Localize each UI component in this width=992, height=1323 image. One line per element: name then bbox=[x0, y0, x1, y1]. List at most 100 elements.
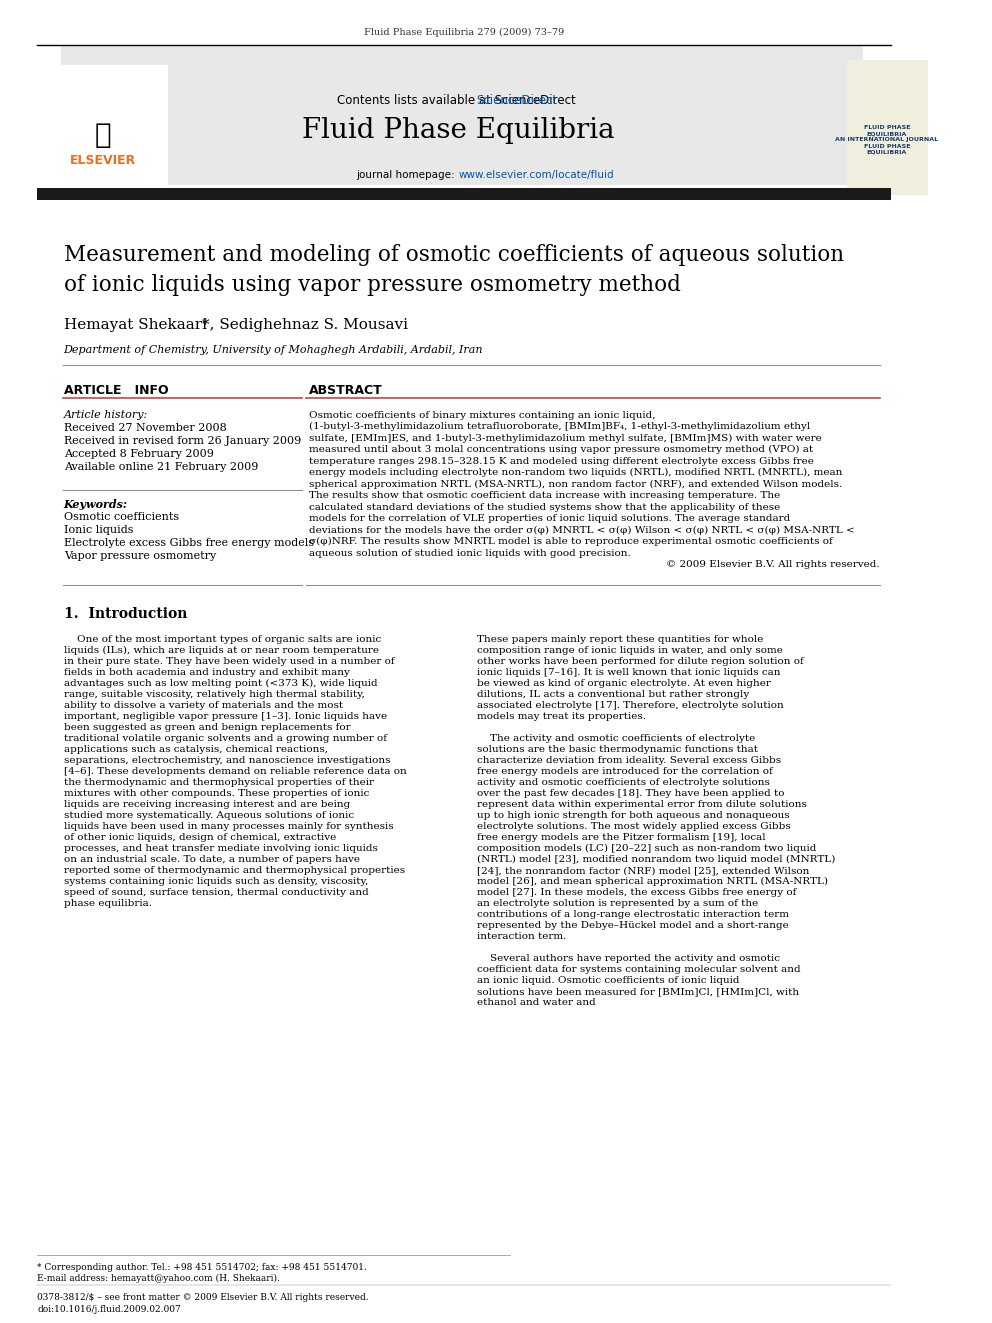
Text: systems containing ionic liquids such as density, viscosity,: systems containing ionic liquids such as… bbox=[63, 877, 368, 886]
Text: dilutions, IL acts a conventional but rather strongly: dilutions, IL acts a conventional but ra… bbox=[477, 691, 749, 699]
Text: energy models including electrolyte non-random two liquids (NRTL), modified NRTL: energy models including electrolyte non-… bbox=[309, 468, 842, 478]
Text: (NRTL) model [23], modified nonrandom two liquid model (MNRTL): (NRTL) model [23], modified nonrandom tw… bbox=[477, 855, 835, 864]
Text: been suggested as green and benign replacements for: been suggested as green and benign repla… bbox=[63, 722, 350, 732]
Text: Hemayat Shekaari: Hemayat Shekaari bbox=[63, 318, 206, 332]
Text: speed of sound, surface tension, thermal conductivity and: speed of sound, surface tension, thermal… bbox=[63, 888, 368, 897]
Text: www.elsevier.com/locate/fluid: www.elsevier.com/locate/fluid bbox=[458, 169, 614, 180]
Text: interaction term.: interaction term. bbox=[477, 931, 566, 941]
Bar bbox=[846, 60, 928, 194]
Text: be viewed as kind of organic electrolyte. At even higher: be viewed as kind of organic electrolyte… bbox=[477, 679, 771, 688]
Text: in their pure state. They have been widely used in a number of: in their pure state. They have been wide… bbox=[63, 658, 394, 665]
Text: over the past few decades [18]. They have been applied to: over the past few decades [18]. They hav… bbox=[477, 789, 785, 798]
Text: The results show that osmotic coefficient data increase with increasing temperat: The results show that osmotic coefficien… bbox=[309, 491, 780, 500]
Bar bbox=[61, 45, 863, 185]
Text: Ionic liquids: Ionic liquids bbox=[63, 525, 133, 534]
Text: Received in revised form 26 January 2009: Received in revised form 26 January 2009 bbox=[63, 437, 301, 446]
Text: Available online 21 February 2009: Available online 21 February 2009 bbox=[63, 462, 258, 472]
Text: 🌳: 🌳 bbox=[94, 120, 111, 149]
Text: traditional volatile organic solvents and a growing number of: traditional volatile organic solvents an… bbox=[63, 734, 387, 744]
Text: solutions are the basic thermodynamic functions that: solutions are the basic thermodynamic fu… bbox=[477, 745, 758, 754]
Text: One of the most important types of organic salts are ionic: One of the most important types of organ… bbox=[63, 635, 381, 644]
Text: activity and osmotic coefficients of electrolyte solutions: activity and osmotic coefficients of ele… bbox=[477, 778, 770, 787]
Text: liquids have been used in many processes mainly for synthesis: liquids have been used in many processes… bbox=[63, 822, 393, 831]
Text: 1.  Introduction: 1. Introduction bbox=[63, 607, 186, 622]
Text: liquids (ILs), which are liquids at or near room temperature: liquids (ILs), which are liquids at or n… bbox=[63, 646, 379, 655]
Text: of ionic liquids using vapor pressure osmometry method: of ionic liquids using vapor pressure os… bbox=[63, 274, 681, 296]
Text: Keywords:: Keywords: bbox=[63, 499, 128, 509]
Text: the thermodynamic and thermophysical properties of their: the thermodynamic and thermophysical pro… bbox=[63, 778, 374, 787]
Text: E-mail address: hemayatt@yahoo.com (H. Shekaari).: E-mail address: hemayatt@yahoo.com (H. S… bbox=[38, 1274, 281, 1282]
Text: (1-butyl-3-methylimidazolium tetrafluoroborate, [BMIm]BF₄, 1-ethyl-3-methylimida: (1-butyl-3-methylimidazolium tetrafluoro… bbox=[309, 422, 809, 431]
Text: an ionic liquid. Osmotic coefficients of ionic liquid: an ionic liquid. Osmotic coefficients of… bbox=[477, 976, 740, 986]
Text: The activity and osmotic coefficients of electrolyte: The activity and osmotic coefficients of… bbox=[477, 734, 755, 744]
Text: temperature ranges 298.15–328.15 K and modeled using different electrolyte exces: temperature ranges 298.15–328.15 K and m… bbox=[309, 456, 813, 466]
Bar bbox=[38, 188, 891, 200]
Text: Department of Chemistry, University of Mohaghegh Ardabili, Ardabil, Iran: Department of Chemistry, University of M… bbox=[63, 345, 483, 355]
Text: model [27]. In these models, the excess Gibbs free energy of: model [27]. In these models, the excess … bbox=[477, 888, 797, 897]
Text: σ(φ)NRF. The results show MNRTL model is able to reproduce experimental osmotic : σ(φ)NRF. The results show MNRTL model is… bbox=[309, 537, 832, 546]
Text: represent data within experimental error from dilute solutions: represent data within experimental error… bbox=[477, 800, 806, 808]
Text: solutions have been measured for [BMIm]Cl, [HMIm]Cl, with: solutions have been measured for [BMIm]C… bbox=[477, 987, 800, 996]
Text: 0378-3812/$ – see front matter © 2009 Elsevier B.V. All rights reserved.: 0378-3812/$ – see front matter © 2009 El… bbox=[38, 1293, 369, 1302]
Text: free energy models are the Pitzer formalism [19], local: free energy models are the Pitzer formal… bbox=[477, 833, 766, 841]
Text: These papers mainly report these quantities for whole: These papers mainly report these quantit… bbox=[477, 635, 764, 644]
Bar bbox=[38, 65, 169, 194]
Text: fields in both academia and industry and exhibit many: fields in both academia and industry and… bbox=[63, 668, 349, 677]
Text: applications such as catalysis, chemical reactions,: applications such as catalysis, chemical… bbox=[63, 745, 327, 754]
Text: calculated standard deviations of the studied systems show that the applicabilit: calculated standard deviations of the st… bbox=[309, 503, 780, 512]
Text: *, Sedighehnaz S. Mousavi: *, Sedighehnaz S. Mousavi bbox=[202, 318, 408, 332]
Text: Fluid Phase Equilibria: Fluid Phase Equilibria bbox=[302, 116, 615, 143]
Text: Fluid Phase Equilibria 279 (2009) 73–79: Fluid Phase Equilibria 279 (2009) 73–79 bbox=[364, 28, 564, 37]
Text: important, negligible vapor pressure [1–3]. Ionic liquids have: important, negligible vapor pressure [1–… bbox=[63, 712, 387, 721]
Text: mixtures with other compounds. These properties of ionic: mixtures with other compounds. These pro… bbox=[63, 789, 369, 798]
Text: aqueous solution of studied ionic liquids with good precision.: aqueous solution of studied ionic liquid… bbox=[309, 549, 631, 557]
Text: journal homepage:: journal homepage: bbox=[356, 169, 458, 180]
Text: Osmotic coefficients of binary mixtures containing an ionic liquid,: Osmotic coefficients of binary mixtures … bbox=[309, 410, 655, 419]
Text: FLUID PHASE
EQUILIBRIA
AN INTERNATIONAL JOURNAL
FLUID PHASE
EQUILIBRIA: FLUID PHASE EQUILIBRIA AN INTERNATIONAL … bbox=[835, 126, 938, 155]
Text: Measurement and modeling of osmotic coefficients of aqueous solution: Measurement and modeling of osmotic coef… bbox=[63, 243, 844, 266]
Text: liquids are receiving increasing interest and are being: liquids are receiving increasing interes… bbox=[63, 800, 350, 808]
Text: free energy models are introduced for the correlation of: free energy models are introduced for th… bbox=[477, 767, 773, 777]
Text: represented by the Debye–Hückel model and a short-range: represented by the Debye–Hückel model an… bbox=[477, 921, 789, 930]
Text: * Corresponding author. Tel.: +98 451 5514702; fax: +98 451 5514701.: * Corresponding author. Tel.: +98 451 55… bbox=[38, 1262, 367, 1271]
Text: composition range of ionic liquids in water, and only some: composition range of ionic liquids in wa… bbox=[477, 646, 783, 655]
Text: sulfate, [EMIm]ES, and 1-butyl-3-methylimidazolium methyl sulfate, [BMIm]MS) wit: sulfate, [EMIm]ES, and 1-butyl-3-methyli… bbox=[309, 434, 821, 443]
Text: ELSEVIER: ELSEVIER bbox=[69, 153, 136, 167]
Text: Electrolyte excess Gibbs free energy models: Electrolyte excess Gibbs free energy mod… bbox=[63, 538, 313, 548]
Text: ethanol and water and: ethanol and water and bbox=[477, 998, 596, 1007]
Text: associated electrolyte [17]. Therefore, electrolyte solution: associated electrolyte [17]. Therefore, … bbox=[477, 701, 784, 710]
Text: phase equilibria.: phase equilibria. bbox=[63, 900, 152, 908]
Text: spherical approximation NRTL (MSA-NRTL), non random factor (NRF), and extended W: spherical approximation NRTL (MSA-NRTL),… bbox=[309, 479, 842, 488]
Text: model [26], and mean spherical approximation NRTL (MSA-NRTL): model [26], and mean spherical approxima… bbox=[477, 877, 828, 886]
Text: electrolyte solutions. The most widely applied excess Gibbs: electrolyte solutions. The most widely a… bbox=[477, 822, 791, 831]
Text: ABSTRACT: ABSTRACT bbox=[309, 384, 383, 397]
Text: on an industrial scale. To date, a number of papers have: on an industrial scale. To date, a numbe… bbox=[63, 855, 360, 864]
Text: Several authors have reported the activity and osmotic: Several authors have reported the activi… bbox=[477, 954, 780, 963]
Text: ScienceDirect: ScienceDirect bbox=[476, 94, 557, 106]
Text: advantages such as low melting point (<373 K), wide liquid: advantages such as low melting point (<3… bbox=[63, 679, 377, 688]
Text: Accepted 8 February 2009: Accepted 8 February 2009 bbox=[63, 448, 213, 459]
Text: [4–6]. These developments demand on reliable reference data on: [4–6]. These developments demand on reli… bbox=[63, 767, 407, 777]
Text: ability to dissolve a variety of materials and the most: ability to dissolve a variety of materia… bbox=[63, 701, 343, 710]
Text: characterize deviation from ideality. Several excess Gibbs: characterize deviation from ideality. Se… bbox=[477, 755, 782, 765]
Text: Received 27 November 2008: Received 27 November 2008 bbox=[63, 423, 226, 433]
Text: Osmotic coefficients: Osmotic coefficients bbox=[63, 512, 179, 523]
Text: separations, electrochemistry, and nanoscience investigations: separations, electrochemistry, and nanos… bbox=[63, 755, 390, 765]
Text: models for the correlation of VLE properties of ionic liquid solutions. The aver: models for the correlation of VLE proper… bbox=[309, 515, 790, 523]
Text: © 2009 Elsevier B.V. All rights reserved.: © 2009 Elsevier B.V. All rights reserved… bbox=[666, 560, 879, 569]
Text: coefficient data for systems containing molecular solvent and: coefficient data for systems containing … bbox=[477, 964, 801, 974]
Text: ionic liquids [7–16]. It is well known that ionic liquids can: ionic liquids [7–16]. It is well known t… bbox=[477, 668, 781, 677]
Text: an electrolyte solution is represented by a sum of the: an electrolyte solution is represented b… bbox=[477, 900, 758, 908]
Text: studied more systematically. Aqueous solutions of ionic: studied more systematically. Aqueous sol… bbox=[63, 811, 354, 820]
Text: range, suitable viscosity, relatively high thermal stability,: range, suitable viscosity, relatively hi… bbox=[63, 691, 364, 699]
Text: up to high ionic strength for both aqueous and nonaqueous: up to high ionic strength for both aqueo… bbox=[477, 811, 790, 820]
Text: processes, and heat transfer mediate involving ionic liquids: processes, and heat transfer mediate inv… bbox=[63, 844, 378, 853]
Text: ARTICLE   INFO: ARTICLE INFO bbox=[63, 384, 169, 397]
Text: reported some of thermodynamic and thermophysical properties: reported some of thermodynamic and therm… bbox=[63, 867, 405, 875]
Text: Vapor pressure osmometry: Vapor pressure osmometry bbox=[63, 550, 216, 561]
Text: [24], the nonrandom factor (NRF) model [25], extended Wilson: [24], the nonrandom factor (NRF) model [… bbox=[477, 867, 809, 875]
Text: Article history:: Article history: bbox=[63, 410, 148, 419]
Text: doi:10.1016/j.fluid.2009.02.007: doi:10.1016/j.fluid.2009.02.007 bbox=[38, 1304, 182, 1314]
Text: deviations for the models have the order σ(φ) MNRTL < σ(φ) Wilson < σ(φ) NRTL < : deviations for the models have the order… bbox=[309, 525, 854, 534]
Text: models may treat its properties.: models may treat its properties. bbox=[477, 712, 646, 721]
